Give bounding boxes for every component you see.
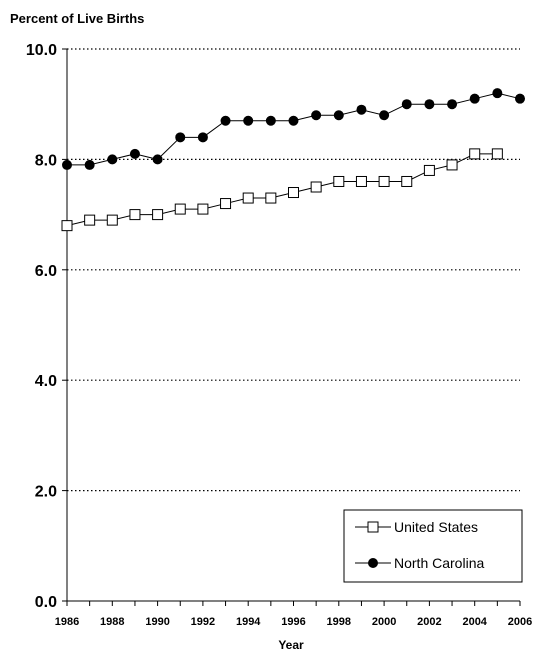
- data-point-north-carolina: [288, 115, 299, 126]
- data-point-united-states: [423, 164, 435, 176]
- legend-label: North Carolina: [394, 555, 484, 571]
- data-point-north-carolina: [62, 159, 72, 170]
- data-point-united-states: [333, 175, 345, 187]
- legend-item-united-states: United States: [355, 519, 478, 535]
- data-point-united-states: [310, 181, 322, 193]
- axes: [62, 48, 521, 606]
- data-point-north-carolina: [197, 132, 208, 143]
- data-point-united-states: [174, 203, 186, 215]
- data-point-united-states: [129, 209, 141, 221]
- data-point-united-states: [288, 187, 299, 199]
- y-tick-label: 8.0: [35, 152, 57, 169]
- data-point-north-carolina: [333, 110, 344, 121]
- x-tick-label: 1996: [281, 616, 305, 628]
- data-point-united-states: [152, 209, 164, 221]
- legend-item-north-carolina: North Carolina: [355, 555, 484, 571]
- x-tick-label: 1998: [327, 616, 351, 628]
- y-axis-label: Percent of Live Births: [10, 11, 144, 26]
- data-point-north-carolina: [84, 159, 95, 170]
- x-tick-label: 1994: [236, 616, 261, 628]
- data-point-united-states: [446, 159, 458, 171]
- data-point-north-carolina: [175, 132, 186, 143]
- data-point-united-states: [355, 175, 367, 187]
- data-point-united-states: [84, 214, 96, 226]
- y-tick-label: 6.0: [35, 263, 57, 280]
- data-point-united-states: [242, 192, 254, 204]
- data-point-united-states: [401, 175, 413, 187]
- data-point-north-carolina: [447, 99, 458, 110]
- data-point-united-states: [265, 192, 277, 204]
- y-tick-labels: 0.0 2.0 4.0 6.0 8.0 10.0: [26, 42, 57, 611]
- data-point-north-carolina: [152, 154, 163, 165]
- x-tick-labels: 1986 1988 1990 1992 1994 1996 1998 2000 2002 2004…: [55, 616, 532, 628]
- data-point-north-carolina: [129, 148, 140, 159]
- data-point-north-carolina: [356, 104, 367, 115]
- x-tick-label: 2004: [462, 616, 487, 628]
- legend-label: United States: [394, 519, 478, 535]
- legend: United States North Carolina: [343, 509, 523, 583]
- grid-lines: [67, 48, 520, 492]
- data-point-united-states: [469, 148, 481, 160]
- data-point-united-states: [378, 175, 390, 187]
- data-point-north-carolina: [469, 93, 480, 104]
- x-tick-label: 2002: [417, 616, 441, 628]
- data-point-united-states: [61, 220, 73, 232]
- legend-square-marker: [367, 521, 379, 533]
- data-point-united-states: [197, 203, 209, 215]
- data-point-north-carolina: [515, 93, 525, 104]
- data-point-north-carolina: [311, 110, 322, 121]
- data-point-north-carolina: [243, 115, 254, 126]
- x-axis-label: Year: [278, 638, 304, 652]
- series: [61, 88, 525, 232]
- data-point-united-states: [491, 148, 503, 160]
- x-tick-label: 1986: [55, 616, 79, 628]
- data-point-north-carolina: [424, 99, 435, 110]
- data-point-united-states: [220, 198, 232, 210]
- x-tick-label: 1988: [100, 616, 124, 628]
- y-tick-label: 0.0: [35, 594, 57, 611]
- data-point-north-carolina: [220, 115, 231, 126]
- y-tick-label: 10.0: [26, 42, 57, 59]
- data-point-north-carolina: [492, 88, 503, 99]
- legend-circle-marker: [368, 558, 378, 568]
- y-tick-label: 2.0: [35, 484, 57, 501]
- data-point-north-carolina: [401, 99, 412, 110]
- x-tick-label: 2000: [372, 616, 396, 628]
- y-tick-label: 4.0: [35, 373, 57, 390]
- x-tick-label: 2006: [508, 616, 532, 628]
- data-point-north-carolina: [379, 110, 390, 121]
- data-point-north-carolina: [265, 115, 276, 126]
- x-tick-label: 1990: [145, 616, 169, 628]
- data-point-north-carolina: [107, 154, 118, 165]
- x-tick-label: 1992: [191, 616, 215, 628]
- data-point-united-states: [106, 214, 118, 226]
